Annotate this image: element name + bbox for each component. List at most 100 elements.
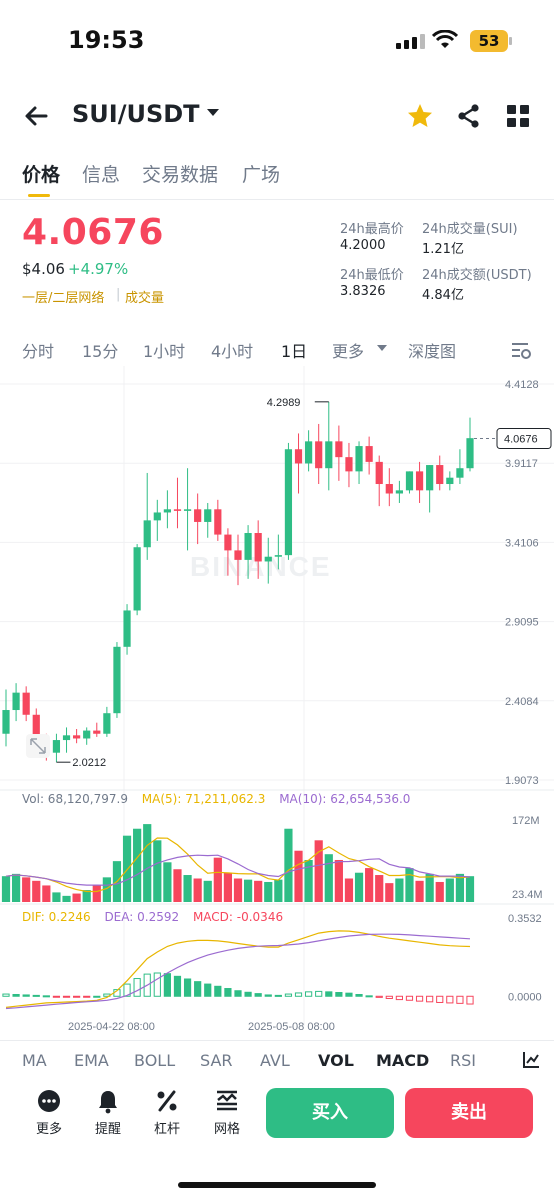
macd-histogram-bar — [12, 993, 20, 997]
kline-chart[interactable]: 4.4128 3.9117 3.4106 2.9095 2.4084 1.9073 BINA… — [0, 366, 554, 1038]
volume-bar — [122, 835, 132, 902]
candle-body — [224, 534, 232, 551]
volume-bar — [153, 840, 162, 902]
high-label: 24h最高价 — [340, 222, 404, 237]
macd-histogram-bar — [426, 995, 434, 1003]
volume-bar — [82, 890, 91, 902]
volume-bar — [395, 878, 404, 902]
macd-axis-tick: 0.0000 — [508, 991, 542, 1003]
candle-body — [163, 509, 171, 513]
leverage-label: 杠杆 — [153, 1122, 180, 1137]
vol-label: Vol: 68,120,797.9 — [22, 792, 128, 806]
indicator-vol[interactable]: VOL — [318, 1051, 354, 1070]
indicator-macd[interactable]: MACD — [376, 1051, 430, 1070]
candle-body — [365, 446, 373, 462]
buy-button[interactable]: 买入 — [266, 1088, 394, 1138]
price-axis-tick: 1.9073 — [505, 775, 539, 787]
macd-histogram-bar — [22, 994, 30, 997]
candle-body — [466, 438, 474, 469]
indicator-sar[interactable]: SAR — [200, 1051, 233, 1070]
volume-bar — [294, 850, 303, 902]
x-axis-label: 2025-05-08 08:00 — [248, 1021, 335, 1033]
volume-bar — [435, 881, 444, 902]
header: SUI/USDT — [0, 94, 554, 138]
more-button[interactable]: 更多 — [27, 1088, 71, 1137]
last-price: 4.0676 — [22, 212, 164, 253]
tab-price[interactable]: 价格 — [22, 164, 61, 186]
chart-settings-icon[interactable] — [510, 340, 532, 360]
interval-1h[interactable]: 1小时 — [143, 342, 186, 361]
macd-label: MACD: -0.0346 — [192, 910, 284, 924]
macd-histogram-bar — [244, 991, 252, 997]
candle-body — [355, 446, 363, 472]
high-price-label: 4.2989 — [267, 397, 301, 409]
candle-body — [375, 461, 383, 485]
pair-title[interactable]: SUI/USDT — [72, 100, 200, 128]
volume-axis-tick: 23.4M — [512, 889, 543, 901]
interval-bar: 分时 15分 1小时 4小时 1日 更多 深度图 — [0, 334, 554, 364]
candle-body — [335, 441, 343, 458]
vol-sui-value: 1.21亿 — [422, 242, 464, 257]
status-bar: 19:53 53 — [0, 0, 554, 80]
chevron-down-icon[interactable] — [376, 344, 388, 353]
volume-bar — [354, 872, 364, 902]
macd-histogram-bar — [405, 995, 414, 1001]
chevron-down-icon[interactable] — [206, 108, 220, 118]
interval-15m[interactable]: 15分 — [82, 342, 119, 361]
tab-trading-data[interactable]: 交易数据 — [142, 164, 219, 186]
chart-canvas[interactable]: 4.41283.91173.41062.90952.40841.9073BINA… — [0, 366, 554, 1038]
low-label: 24h最低价 — [340, 268, 404, 283]
interval-line[interactable]: 分时 — [22, 342, 55, 361]
grid-button[interactable]: 网格 — [205, 1088, 249, 1137]
tag-volume[interactable]: 成交量 — [125, 291, 165, 306]
macd-histogram-bar — [194, 981, 202, 997]
tag-network[interactable]: 一层/二层网络 — [22, 291, 105, 306]
interval-4h[interactable]: 4小时 — [211, 342, 254, 361]
tab-square[interactable]: 广场 — [242, 164, 281, 186]
volume-bar — [11, 873, 21, 902]
indicator-settings-icon[interactable] — [522, 1051, 540, 1069]
candle-body — [214, 509, 222, 535]
volume-bar — [243, 879, 253, 902]
price-axis-tick: 2.9095 — [505, 617, 539, 629]
indicator-boll[interactable]: BOLL — [134, 1051, 176, 1070]
volume-bar — [385, 883, 394, 902]
macd-histogram-bar — [163, 973, 171, 997]
star-icon[interactable] — [406, 102, 434, 130]
macd-histogram-bar — [133, 978, 141, 997]
indicator-ema[interactable]: EMA — [74, 1051, 109, 1070]
interval-1d[interactable]: 1日 — [281, 342, 308, 361]
macd-histogram-bar — [234, 990, 242, 997]
interval-depth[interactable]: 深度图 — [408, 342, 457, 361]
tab-info[interactable]: 信息 — [82, 164, 121, 186]
candle-body — [274, 555, 282, 557]
macd-histogram-bar — [375, 995, 383, 998]
status-time: 19:53 — [68, 26, 145, 54]
macd-histogram-bar — [325, 991, 333, 997]
leverage-button[interactable]: 杠杆 — [145, 1088, 189, 1137]
candle-body — [446, 477, 454, 485]
macd-histogram-bar — [345, 992, 353, 997]
back-arrow-icon[interactable] — [22, 102, 50, 130]
volume-bar — [455, 873, 465, 902]
indicator-rsi[interactable]: RSI — [450, 1051, 476, 1070]
volume-bar — [304, 859, 313, 902]
share-icon[interactable] — [455, 102, 483, 130]
macd-histogram-bar — [335, 992, 343, 997]
volume-legend: Vol: 68,120,797.9 MA(5): 71,211,062.3 MA… — [22, 792, 410, 806]
macd-histogram-bar — [42, 995, 50, 998]
interval-more[interactable]: 更多 — [332, 342, 365, 361]
volume-bar — [425, 873, 434, 902]
macd-axis-tick: 0.3532 — [508, 913, 542, 925]
candle-body — [415, 471, 424, 491]
usd-price: $4.06 — [22, 260, 65, 278]
grid-menu-icon[interactable] — [504, 102, 532, 130]
indicator-avl[interactable]: AVL — [260, 1051, 290, 1070]
indicator-ma[interactable]: MA — [22, 1051, 47, 1070]
candle-body — [143, 520, 151, 548]
volume-bar — [163, 862, 172, 902]
wifi-icon — [432, 30, 458, 48]
alert-button[interactable]: 提醒 — [86, 1088, 130, 1137]
volume-bar — [203, 880, 212, 902]
sell-button[interactable]: 卖出 — [405, 1088, 533, 1138]
